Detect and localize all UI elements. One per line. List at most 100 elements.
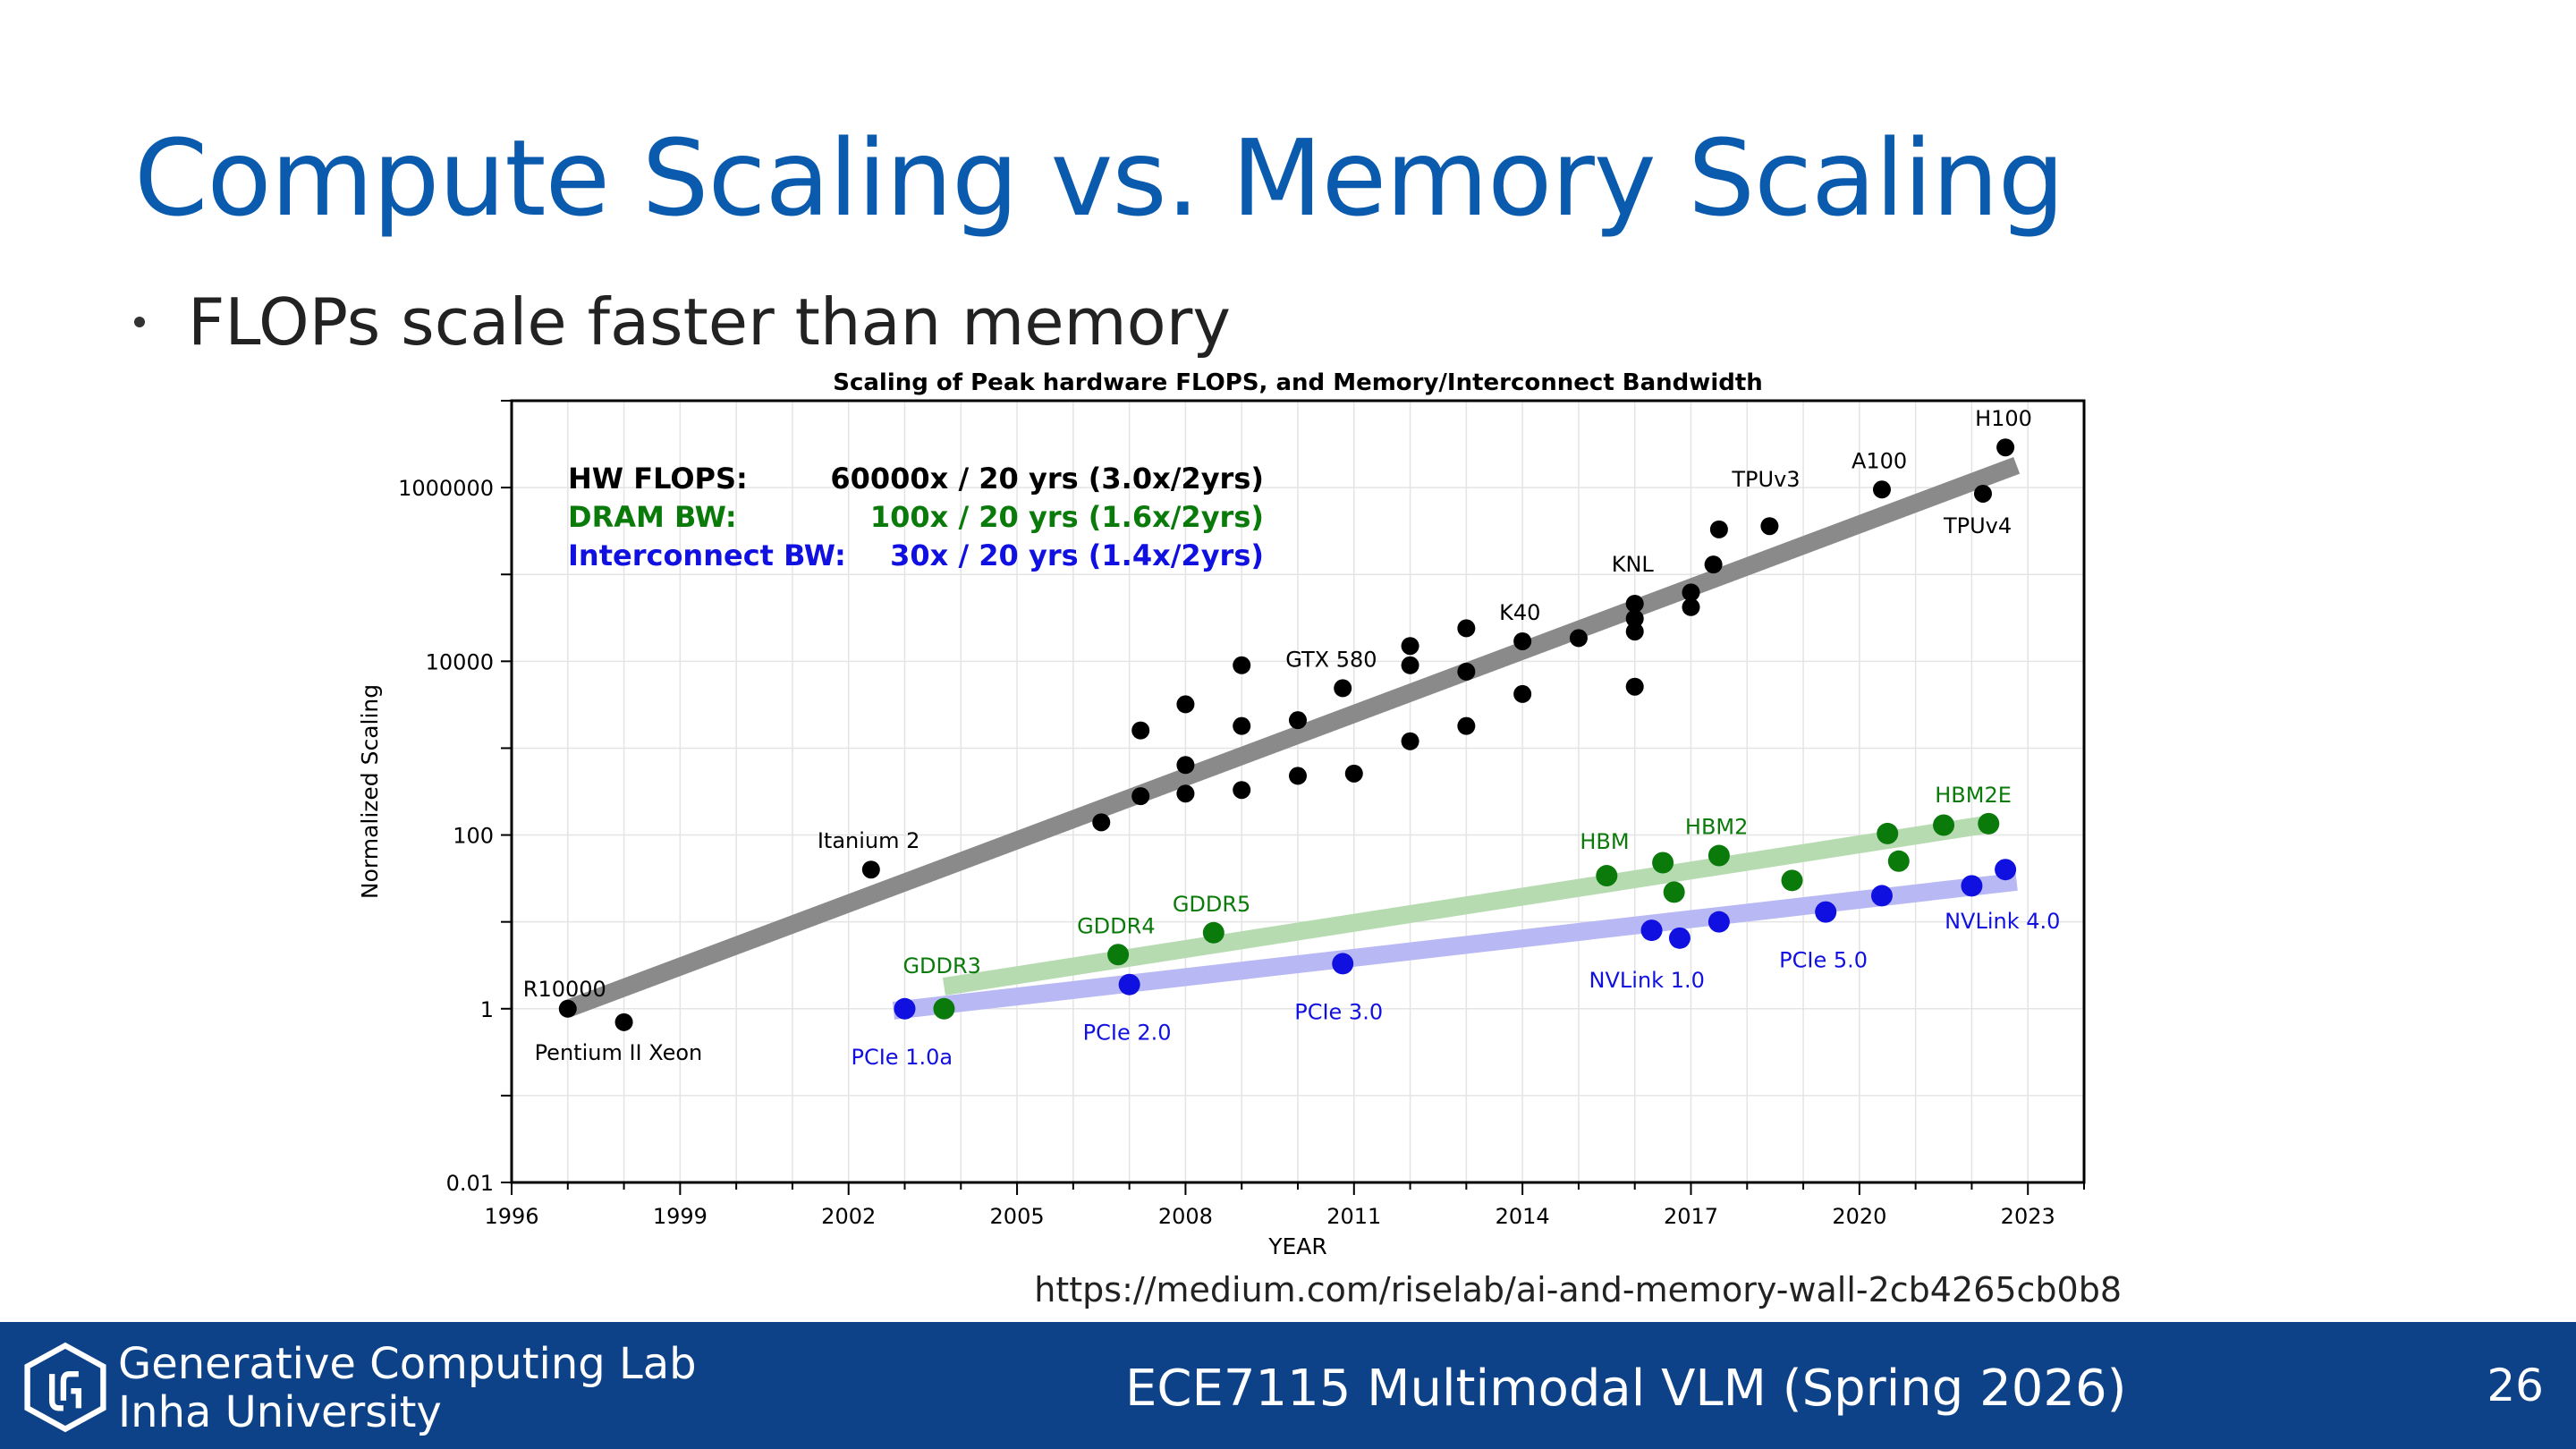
point-label: HBM [1580,829,1629,854]
data-point [1707,911,1730,933]
point-label: Itanium 2 [818,828,920,853]
y-axis-label: Normalized Scaling [357,684,383,899]
footer-bar: Generative Computing Lab Inha University… [0,1322,2576,1449]
x-tick-label: 2023 [2001,1204,2055,1229]
bullet-item: FLOPs scale faster than memory [134,284,1231,360]
x-tick-label: 2005 [990,1204,1045,1229]
data-point [861,860,880,879]
point-label: H100 [1975,406,2032,431]
data-point [1233,781,1251,800]
x-tick-label: 2017 [1664,1204,1718,1229]
data-point [1872,480,1891,499]
data-point [1513,631,1532,650]
data-point [1569,629,1588,648]
y-tick-label: 0.01 [446,1171,494,1196]
legend-rate: 100x / 20 yrs (1.6x/2yrs) [870,500,1264,534]
data-point [1176,784,1195,803]
data-point [1961,875,1983,897]
lab-logo-icon [24,1342,106,1433]
point-label: A100 [1852,448,1907,473]
legend-rate: 60000x / 20 yrs (3.0x/2yrs) [830,462,1264,496]
data-point [933,997,955,1020]
data-point [1707,844,1730,867]
data-point [1131,721,1150,740]
point-label: Pentium II Xeon [535,1040,703,1065]
source-link[interactable]: https://medium.com/riselab/ai-and-memory… [1034,1270,2122,1309]
point-label: NVLink 1.0 [1589,968,1705,993]
data-point [1401,732,1419,750]
point-label: PCIe 3.0 [1294,999,1383,1024]
data-point [1233,716,1251,735]
chart-title: Scaling of Peak hardware FLOPS, and Memo… [833,369,1763,396]
footer-university: Inha University [118,1387,442,1437]
x-tick-label: 2020 [1832,1204,1886,1229]
data-point [1663,881,1685,903]
legend-label: Interconnect BW: [568,538,846,572]
data-point [558,999,577,1018]
point-label: PCIe 2.0 [1083,1021,1172,1046]
point-label: NVLink 4.0 [1945,909,2060,934]
data-point [1233,656,1251,674]
bullet-text: FLOPs scale faster than memory [188,284,1231,360]
y-tick-label: 1000000 [398,476,494,501]
data-point [1640,919,1663,942]
slide-title: Compute Scaling vs. Memory Scaling [134,116,2065,240]
data-point [1092,813,1111,832]
data-point [1781,869,1803,892]
data-point [1176,695,1195,714]
point-label: K40 [1499,600,1540,625]
trend-band [564,456,2021,1018]
data-point [1596,865,1618,887]
data-point [1176,756,1195,775]
page-number: 26 [2487,1360,2544,1411]
x-axis-label: YEAR [1267,1233,1327,1259]
data-point [1625,623,1644,641]
y-tick-label: 10000 [426,649,494,674]
data-point [1131,787,1150,806]
data-point [1652,852,1674,874]
x-tick-label: 2008 [1158,1204,1213,1229]
footer-org: Generative Computing Lab Inha University [118,1340,697,1436]
x-tick-label: 1999 [653,1204,708,1229]
data-point [1625,677,1644,696]
point-label: GTX 580 [1285,647,1377,672]
data-point [1107,944,1130,966]
data-point [1202,921,1224,944]
data-point [1704,555,1723,574]
point-label: GDDR5 [1173,892,1251,917]
data-point [1401,656,1419,674]
data-point [1457,619,1476,638]
data-point [1973,484,1992,503]
legend-rate: 30x / 20 yrs (1.4x/2yrs) [890,538,1264,572]
data-point [894,997,916,1020]
point-label: R10000 [523,977,606,1002]
point-label: HBM2 [1685,815,1749,840]
footer-course: ECE7115 Multimodal VLM (Spring 2026) [1125,1360,2127,1418]
y-tick-label: 100 [453,824,494,849]
data-point [1709,520,1728,538]
data-point [1332,953,1354,975]
data-point [1668,927,1690,949]
data-point [1457,716,1476,735]
data-point [1682,597,1700,616]
data-point [1344,764,1363,783]
point-label: PCIe 1.0a [852,1045,953,1070]
point-label: GDDR3 [902,953,981,979]
data-point [1457,662,1476,681]
data-point [1625,594,1644,613]
x-tick-label: 2014 [1496,1204,1550,1229]
y-tick-label: 1 [480,997,494,1022]
data-point [1995,859,2017,881]
data-point [1625,609,1644,628]
data-point [1996,438,2015,457]
legend-label: DRAM BW: [568,500,737,534]
x-tick-label: 1996 [484,1204,538,1229]
point-label: TPUv3 [1731,467,1800,492]
data-point [614,1013,633,1031]
data-point [1118,973,1140,996]
point-label: HBM2E [1935,783,2012,808]
legend-label: HW FLOPS: [568,462,748,496]
data-point [1887,850,1910,872]
data-point [1870,885,1893,907]
scaling-chart: 1996 1999 2002 2005 2008 2011 2014 2017 2020 2023… [357,369,2086,1259]
